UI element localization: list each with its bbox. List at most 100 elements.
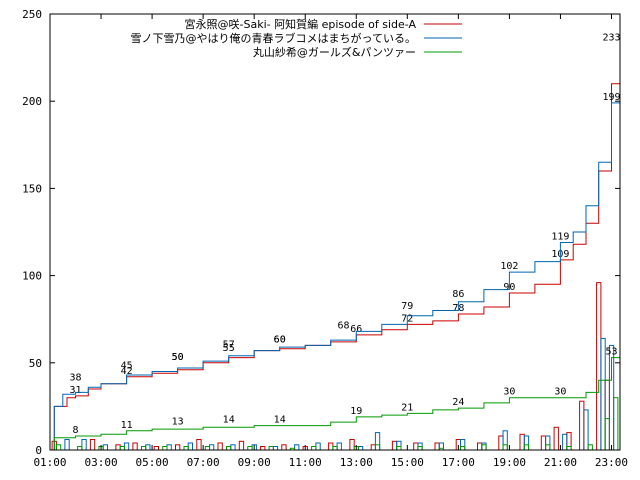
data-label-s1-2: 50 [172, 352, 184, 363]
series-line-1 [50, 92, 621, 451]
bar-s2-25 [587, 444, 593, 451]
bar-s0-10 [281, 444, 287, 451]
data-label-s1-1: 45 [121, 361, 133, 372]
bar-s0-17 [434, 442, 440, 451]
data-label-s0-4: 60 [274, 334, 286, 345]
bar-s0-14 [370, 444, 377, 451]
y-tick-label-2: 100 [22, 270, 42, 283]
data-label-s1-8: 102 [500, 261, 518, 272]
data-label-s2-1: 11 [121, 420, 133, 431]
bar-s0-6 [196, 439, 202, 451]
x-tick-label-8: 17:00 [442, 456, 475, 469]
bar-s0-4 [153, 446, 159, 451]
bar-s0-9 [260, 446, 266, 451]
bar-s0-16 [413, 442, 419, 451]
bar-s1-18 [438, 442, 445, 451]
bar-s2-19 [460, 446, 466, 451]
bar-s2-16 [396, 446, 402, 451]
data-label-s1-4: 60 [274, 334, 286, 345]
data-label-s0-5: 66 [350, 324, 362, 335]
bar-s0-27 [604, 379, 610, 451]
data-label-s0-1: 42 [121, 366, 133, 377]
data-label-s1-6: 79 [401, 301, 413, 312]
bar-s0-13 [349, 439, 355, 451]
data-label-s2-10: 53 [605, 347, 617, 358]
bar-s2-24 [566, 446, 572, 451]
bar-s1-22 [523, 435, 530, 451]
x-tick-label-1: 03:00 [84, 456, 117, 469]
bar-s2-6 [183, 446, 189, 451]
bar-s1-20 [481, 442, 487, 451]
bar-s1-16 [396, 440, 402, 451]
legend: 宮永照@咲-Saki- 阿知賀編 episode of side-A雪ノ下雪乃@… [131, 17, 462, 59]
x-tick-label-5: 11:00 [289, 456, 322, 469]
bar-s2-12 [311, 446, 317, 451]
series-line-2 [50, 354, 621, 451]
x-tick-label-9: 19:00 [493, 456, 526, 469]
bar-s1-2 [102, 444, 108, 451]
bar-s2-20 [481, 444, 487, 451]
data-label-s1-10: 199 [602, 92, 620, 103]
bar-s1-12 [315, 442, 321, 451]
bar-s0-5 [175, 444, 181, 451]
y-tick-label-1: 50 [29, 357, 42, 370]
data-label-s0-10: 233 [602, 33, 620, 44]
bar-s0-23 [553, 426, 559, 451]
bar-s2-23 [545, 444, 551, 451]
x-tick-label-4: 09:00 [238, 456, 271, 469]
legend-label-1: 雪ノ下雪乃@やはり俺の青春ラブコメはまちがっている。 [131, 31, 416, 45]
bar-s2-5 [162, 446, 168, 451]
bar-s0-26 [596, 282, 602, 451]
y-tick-label-5: 250 [22, 8, 42, 21]
data-label-s2-8: 30 [503, 387, 515, 398]
bar-s1-5 [166, 444, 172, 451]
data-label-s2-7: 24 [452, 397, 464, 408]
x-tick-label-11: 23:00 [595, 456, 628, 469]
data-label-s1-7: 86 [452, 289, 464, 300]
bar-s2-4 [141, 446, 147, 451]
bar-s1-3 [123, 442, 130, 451]
bar-s1-21 [502, 430, 508, 451]
x-tick-label-7: 15:00 [391, 456, 424, 469]
bar-s2-22 [523, 444, 530, 451]
bar-s0-25 [579, 400, 585, 451]
bar-s0-8 [238, 440, 245, 451]
bar-s0-21 [519, 433, 525, 451]
y-tick-label-4: 200 [22, 95, 42, 108]
bar-s0-1 [89, 439, 96, 451]
bar-s0-2 [115, 444, 121, 451]
plot-frame [49, 13, 621, 451]
bar-s1-7 [209, 444, 215, 451]
x-tick-label-0: 01:00 [33, 456, 66, 469]
data-label-s2-2: 13 [172, 416, 184, 427]
bar-s2-7 [204, 446, 211, 451]
bar-s1-24 [562, 433, 568, 451]
bar-s1-13 [336, 442, 342, 451]
bar-s0-20 [498, 435, 504, 451]
x-tick-label-3: 07:00 [187, 456, 220, 469]
bar-s1-11 [294, 444, 300, 451]
x-tick-label-2: 05:00 [136, 456, 169, 469]
data-label-s1-3: 57 [223, 340, 235, 351]
bar-s1-1 [81, 439, 87, 451]
bar-s0-22 [540, 435, 547, 451]
legend-label-0: 宮永照@咲-Saki- 阿知賀編 episode of side-A [185, 17, 417, 31]
bar-s1-19 [460, 439, 466, 451]
bar-s0-24 [566, 432, 572, 451]
bar-s0-12 [328, 442, 334, 451]
data-label-s1-0: 38 [69, 373, 81, 384]
data-label-s0-0: 31 [69, 385, 81, 396]
axes: 0 50 100 150 200 250 01:00 03:00 05:00 07:00 09:00… [22, 8, 628, 469]
bar-s2-17 [417, 446, 423, 451]
bar-s0-7 [217, 442, 223, 451]
data-label-s2-4: 14 [274, 415, 286, 426]
bar-s2-27 [613, 397, 619, 451]
bar-s0-15 [391, 440, 398, 451]
y-tick-label-0: 0 [35, 444, 42, 457]
data-label-s1-5: 68 [337, 320, 349, 331]
bar-s2-9 [247, 446, 253, 451]
bar-s2-3 [119, 446, 125, 451]
x-tick-label-10: 21:00 [544, 456, 577, 469]
bar-s1-0 [64, 439, 70, 451]
